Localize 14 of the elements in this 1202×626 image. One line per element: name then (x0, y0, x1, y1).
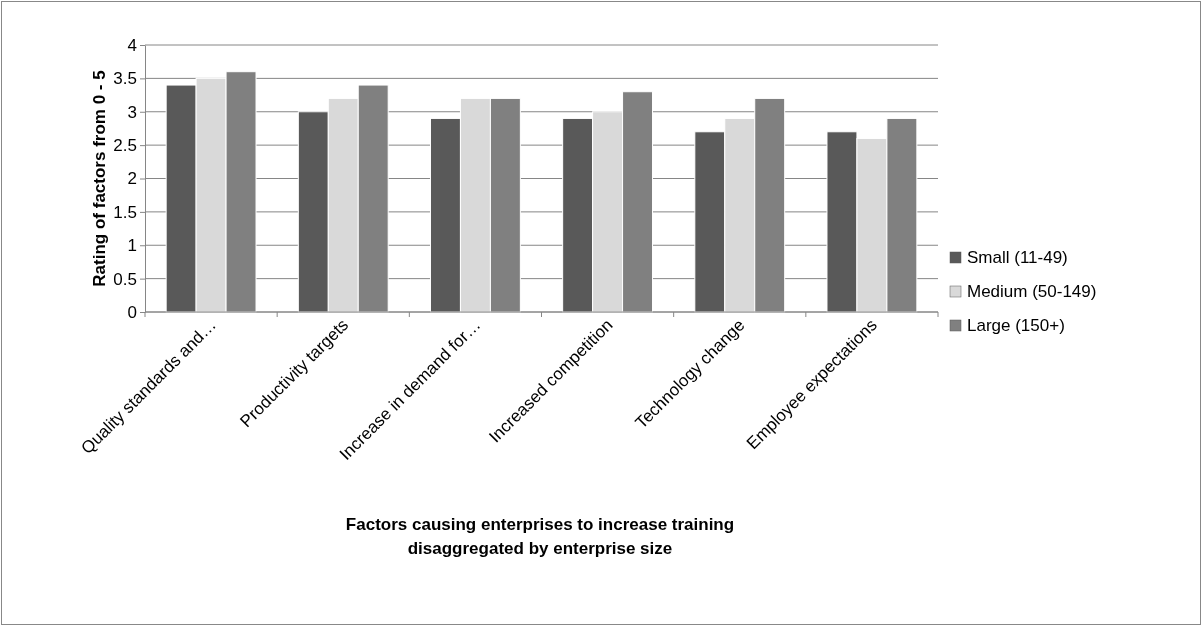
y-tick-label: 4 (127, 35, 137, 55)
y-tick-label: 0 (127, 302, 137, 322)
y-tick-label: 3 (127, 102, 137, 122)
y-axis-title: Rating of factors from 0 - 5 (90, 70, 109, 287)
y-tick-label: 2.5 (113, 136, 137, 156)
y-tick-label: 1.5 (113, 202, 137, 222)
x-axis-title: Factors causing enterprises to increase training disaggregated by enterprise size (345, 515, 735, 558)
y-tick-label: 0.5 (113, 269, 137, 289)
y-tick-label: 2 (127, 169, 137, 189)
legend-label: Small (11-49) (967, 248, 1068, 267)
y-tick-label: 3.5 (113, 69, 137, 89)
y-tick-label: 1 (127, 236, 137, 256)
legend-label: Medium (50-149) (967, 282, 1097, 301)
legend-label: Large (150+) (967, 316, 1065, 335)
